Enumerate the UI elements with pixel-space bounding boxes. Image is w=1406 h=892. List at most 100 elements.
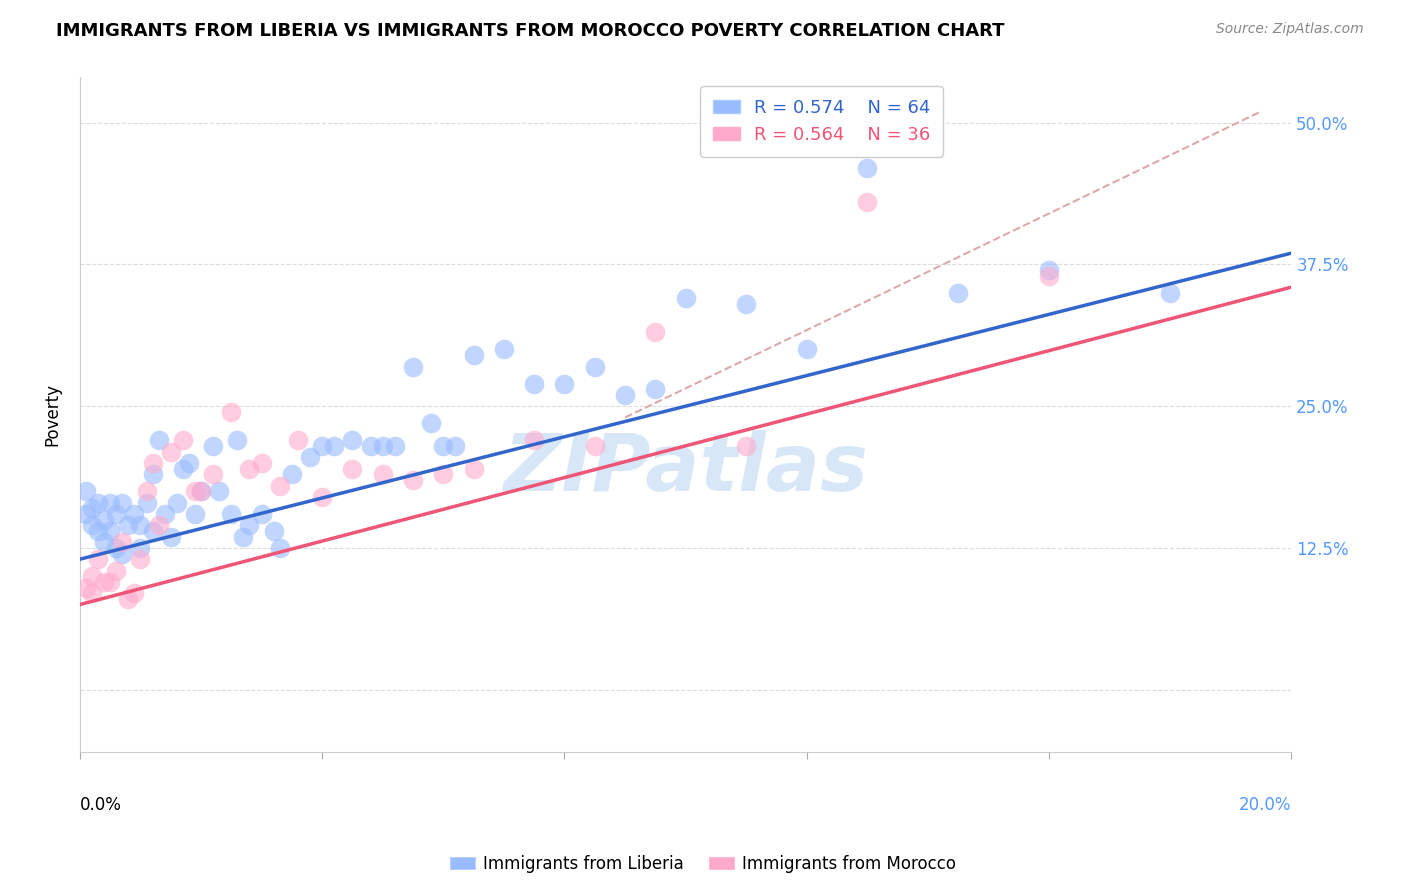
Point bbox=[190, 484, 212, 499]
Point bbox=[523, 433, 546, 447]
Text: 20.0%: 20.0% bbox=[1239, 796, 1291, 814]
Point bbox=[87, 524, 110, 538]
Point bbox=[735, 297, 758, 311]
Point bbox=[129, 552, 152, 566]
Point bbox=[93, 574, 115, 589]
Point bbox=[299, 450, 322, 465]
Point bbox=[124, 507, 146, 521]
Point bbox=[675, 292, 697, 306]
Point bbox=[153, 507, 176, 521]
Point bbox=[177, 456, 200, 470]
Point bbox=[142, 456, 165, 470]
Point bbox=[135, 484, 157, 499]
Point bbox=[735, 439, 758, 453]
Point bbox=[269, 478, 291, 492]
Point bbox=[105, 541, 128, 555]
Point bbox=[142, 524, 165, 538]
Point bbox=[402, 359, 425, 374]
Point bbox=[148, 518, 170, 533]
Point bbox=[172, 433, 194, 447]
Point bbox=[226, 433, 249, 447]
Point bbox=[1038, 263, 1060, 277]
Point bbox=[142, 467, 165, 482]
Point bbox=[111, 535, 134, 549]
Point bbox=[384, 439, 406, 453]
Point bbox=[124, 586, 146, 600]
Point bbox=[93, 535, 115, 549]
Point bbox=[80, 501, 103, 516]
Point bbox=[117, 591, 139, 606]
Point bbox=[420, 416, 443, 430]
Point bbox=[111, 547, 134, 561]
Point bbox=[93, 512, 115, 526]
Point bbox=[135, 495, 157, 509]
Point bbox=[129, 518, 152, 533]
Point bbox=[856, 195, 879, 210]
Point bbox=[148, 433, 170, 447]
Point bbox=[80, 569, 103, 583]
Point bbox=[269, 541, 291, 555]
Point bbox=[342, 461, 364, 475]
Point bbox=[87, 495, 110, 509]
Legend: Immigrants from Liberia, Immigrants from Morocco: Immigrants from Liberia, Immigrants from… bbox=[443, 848, 963, 880]
Text: 0.0%: 0.0% bbox=[80, 796, 122, 814]
Point bbox=[492, 343, 515, 357]
Point bbox=[432, 467, 454, 482]
Point bbox=[311, 490, 333, 504]
Point bbox=[202, 467, 225, 482]
Point bbox=[553, 376, 575, 391]
Point bbox=[75, 484, 97, 499]
Point bbox=[644, 326, 666, 340]
Point bbox=[202, 439, 225, 453]
Point bbox=[360, 439, 382, 453]
Point bbox=[238, 461, 260, 475]
Point bbox=[184, 484, 207, 499]
Point bbox=[166, 495, 188, 509]
Text: IMMIGRANTS FROM LIBERIA VS IMMIGRANTS FROM MOROCCO POVERTY CORRELATION CHART: IMMIGRANTS FROM LIBERIA VS IMMIGRANTS FR… bbox=[56, 22, 1005, 40]
Point bbox=[614, 388, 637, 402]
Point bbox=[208, 484, 231, 499]
Point bbox=[105, 507, 128, 521]
Point bbox=[159, 444, 181, 458]
Point bbox=[221, 507, 243, 521]
Text: ZIPatlas: ZIPatlas bbox=[503, 430, 868, 508]
Point bbox=[323, 439, 346, 453]
Point bbox=[644, 382, 666, 396]
Point bbox=[311, 439, 333, 453]
Point bbox=[98, 574, 121, 589]
Point bbox=[221, 405, 243, 419]
Point bbox=[583, 439, 606, 453]
Point bbox=[342, 433, 364, 447]
Point bbox=[856, 161, 879, 175]
Point bbox=[172, 461, 194, 475]
Point bbox=[80, 586, 103, 600]
Point bbox=[98, 524, 121, 538]
Point bbox=[80, 518, 103, 533]
Point bbox=[232, 529, 254, 543]
Point bbox=[129, 541, 152, 555]
Point bbox=[250, 456, 273, 470]
Point bbox=[250, 507, 273, 521]
Point bbox=[263, 524, 285, 538]
Point bbox=[281, 467, 304, 482]
Point bbox=[190, 484, 212, 499]
Point bbox=[371, 467, 394, 482]
Point bbox=[111, 495, 134, 509]
Legend: R = 0.574    N = 64, R = 0.564    N = 36: R = 0.574 N = 64, R = 0.564 N = 36 bbox=[700, 87, 943, 157]
Point bbox=[946, 285, 969, 300]
Point bbox=[238, 518, 260, 533]
Point bbox=[159, 529, 181, 543]
Point bbox=[583, 359, 606, 374]
Point bbox=[432, 439, 454, 453]
Point bbox=[184, 507, 207, 521]
Point bbox=[796, 343, 818, 357]
Point bbox=[463, 461, 485, 475]
Point bbox=[75, 581, 97, 595]
Point bbox=[117, 518, 139, 533]
Y-axis label: Poverty: Poverty bbox=[44, 384, 60, 446]
Point bbox=[523, 376, 546, 391]
Point bbox=[105, 564, 128, 578]
Point bbox=[75, 507, 97, 521]
Point bbox=[402, 473, 425, 487]
Point bbox=[287, 433, 309, 447]
